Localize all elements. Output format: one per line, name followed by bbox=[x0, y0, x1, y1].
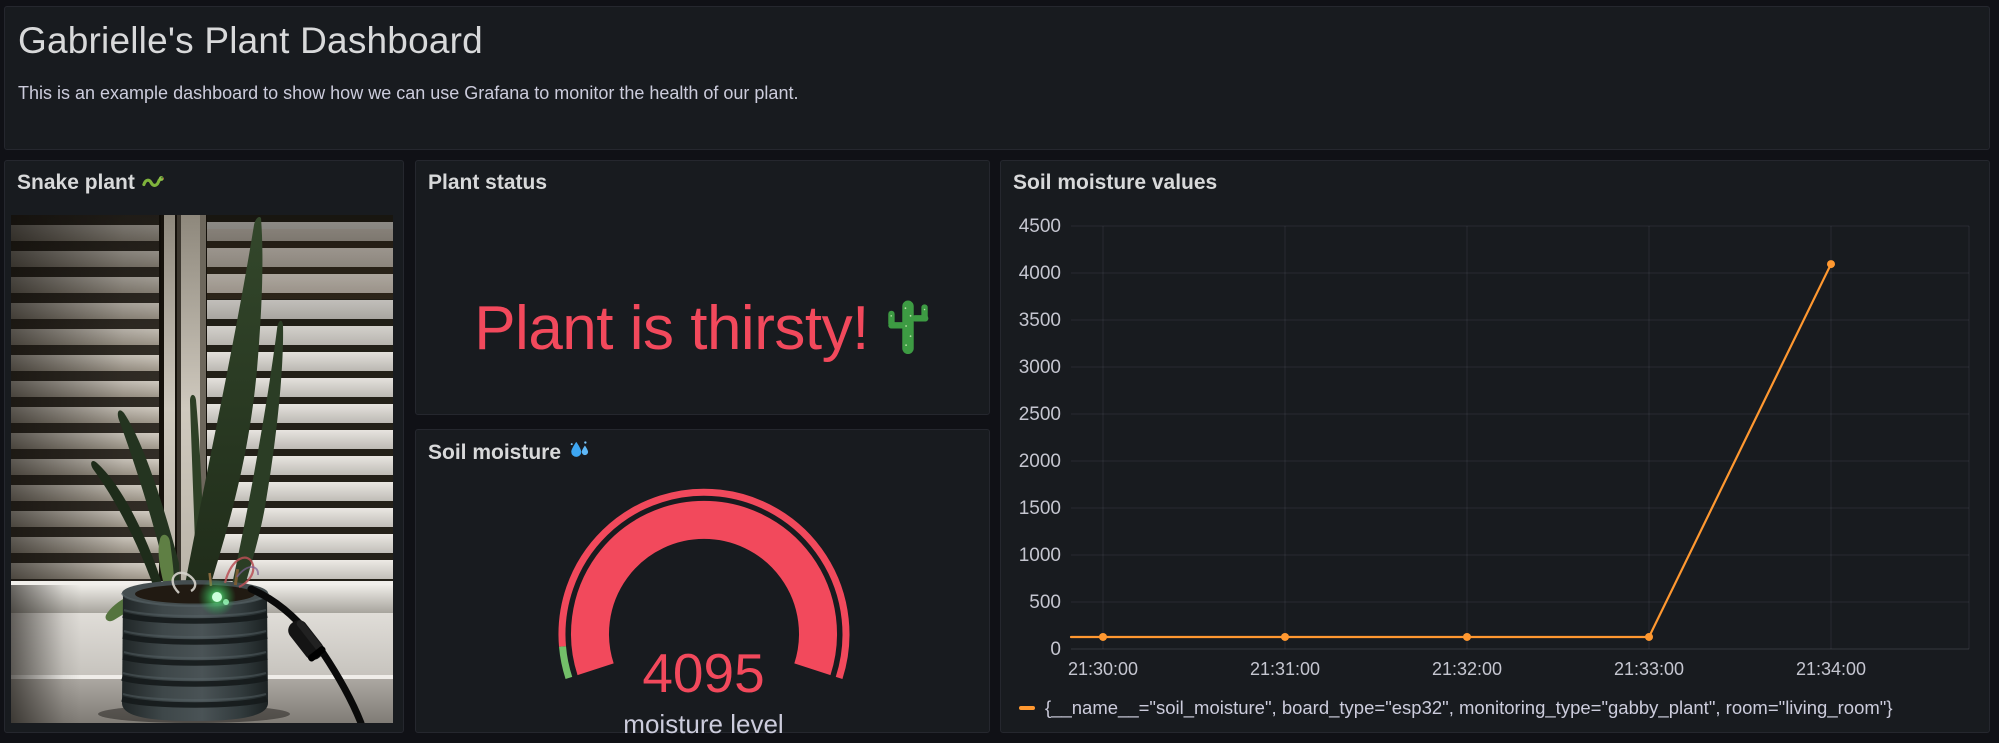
svg-text:500: 500 bbox=[1029, 592, 1061, 613]
svg-text:1500: 1500 bbox=[1019, 498, 1061, 519]
svg-text:21:33:00: 21:33:00 bbox=[1614, 659, 1684, 679]
legend-series-dash bbox=[1019, 705, 1035, 711]
header-text-panel: Gabrielle's Plant Dashboard This is an e… bbox=[4, 6, 1990, 150]
gauge-threshold-green-arc bbox=[559, 646, 573, 679]
moisture-timeseries-chart[interactable]: 0 500 1000 1500 2000 2500 3000 3500 4000 4500 21:3… bbox=[1001, 161, 1991, 734]
droplets-icon bbox=[568, 440, 590, 466]
snake-plant-title-text: Snake plant bbox=[17, 171, 135, 194]
legend-series-label: {__name__="soil_moisture", board_type="e… bbox=[1045, 697, 1893, 718]
dashboard-description: This is an example dashboard to show how… bbox=[18, 83, 799, 103]
cactus-icon bbox=[885, 298, 931, 359]
svg-text:4000: 4000 bbox=[1019, 263, 1061, 284]
soil-moisture-gauge-panel: Soil moisture 4095 moisture level bbox=[415, 429, 990, 739]
plant-status-panel: Plant status Plant is thirsty! bbox=[415, 160, 990, 415]
gauge-value-arc bbox=[571, 500, 837, 676]
svg-text:3500: 3500 bbox=[1019, 310, 1061, 331]
plant-status-text: Plant is thirsty! bbox=[474, 293, 869, 363]
svg-text:21:34:00: 21:34:00 bbox=[1796, 659, 1866, 679]
plant-status-title-text: Plant status bbox=[428, 171, 548, 194]
snake-plant-panel-title[interactable]: Snake plant bbox=[17, 171, 166, 195]
soil-sensor bbox=[171, 556, 259, 616]
soil-moisture-chart-title[interactable]: Soil moisture values bbox=[1013, 171, 1217, 195]
svg-text:2000: 2000 bbox=[1019, 451, 1061, 472]
svg-text:1000: 1000 bbox=[1019, 545, 1061, 566]
svg-text:2500: 2500 bbox=[1019, 404, 1061, 425]
svg-text:21:30:00: 21:30:00 bbox=[1068, 659, 1138, 679]
soil-moisture-panel-title[interactable]: Soil moisture bbox=[428, 440, 590, 466]
plant-status-value: Plant is thirsty! bbox=[416, 293, 989, 363]
snake-plant-panel: Snake plant bbox=[4, 160, 404, 733]
moisture-gauge bbox=[558, 488, 850, 679]
dashboard-title: Gabrielle's Plant Dashboard bbox=[18, 20, 483, 61]
legend-item[interactable]: {__name__="soil_moisture", board_type="e… bbox=[1019, 697, 1893, 719]
snake-icon bbox=[142, 171, 166, 195]
sensor-cable bbox=[247, 585, 365, 723]
gauge-threshold-red-arc bbox=[558, 488, 850, 679]
soil-moisture-chart-panel: Soil moisture values 0 500 1000 1500 2000 250… bbox=[1000, 160, 1990, 733]
svg-text:4500: 4500 bbox=[1019, 216, 1061, 237]
plant-pot bbox=[121, 580, 269, 721]
snake-plant-photo bbox=[11, 215, 393, 723]
svg-text:0: 0 bbox=[1050, 639, 1061, 660]
chart-title-text: Soil moisture values bbox=[1013, 171, 1218, 194]
plant-status-panel-title[interactable]: Plant status bbox=[428, 171, 547, 195]
gauge-field-label: moisture level bbox=[623, 709, 784, 739]
svg-text:3000: 3000 bbox=[1019, 357, 1061, 378]
svg-text:21:32:00: 21:32:00 bbox=[1432, 659, 1502, 679]
soil-moisture-title-text: Soil moisture bbox=[428, 441, 562, 464]
svg-text:21:31:00: 21:31:00 bbox=[1250, 659, 1320, 679]
gauge-value: 4095 bbox=[642, 642, 765, 704]
